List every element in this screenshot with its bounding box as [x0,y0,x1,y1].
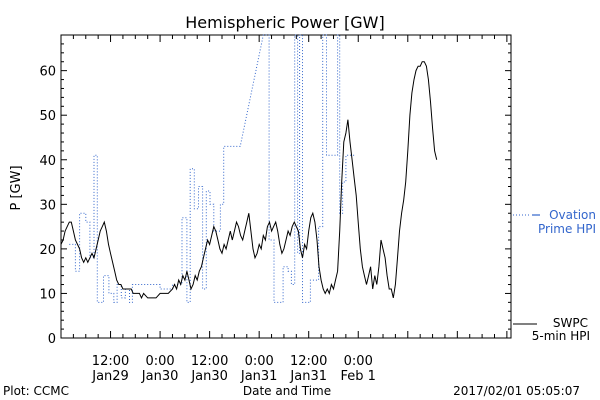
y-axis-ticks: 0 10 20 30 40 50 60 [39,34,511,347]
legend-ovation: Ovation Prime HPI [513,208,596,236]
y-tick-label: 30 [39,198,56,213]
y-tick-label: 20 [39,243,56,258]
x-tick-time-label: 0:00 [145,354,174,369]
legend-ovation-label-2: Prime HPI [538,222,596,236]
y-tick-label: 0 [48,332,56,347]
legend-swpc-label-2: 5-min HPI [532,329,590,343]
x-tick-time-label: 0:00 [245,354,274,369]
x-tick-time-label: 12:00 [290,354,327,369]
y-tick-label: 10 [39,287,56,302]
legend-ovation-label-1: Ovation [549,208,596,222]
x-tick-time-label: 12:00 [92,354,129,369]
x-tick-date-label: Jan30 [190,369,228,384]
y-tick-label: 50 [39,109,56,124]
chart-title: Hemispheric Power [GW] [185,13,384,32]
legend-swpc-label-1: SWPC [553,316,588,330]
x-axis-label: Date and Time [243,384,331,398]
footer-timestamp: 2017/02/01 05:05:07 [453,384,580,398]
x-tick-date-label: Feb 1 [341,369,376,384]
x-tick-time-label: 0:00 [344,354,373,369]
y-tick-label: 60 [39,65,56,80]
x-tick-date-label: Jan30 [141,369,179,384]
x-tick-date-label: Jan29 [91,369,129,384]
x-axis-ticks: 12:00Jan290:00Jan3012:00Jan300:00Jan3112… [60,35,508,384]
plot-frame [60,34,512,339]
x-tick-date-label: Jan31 [240,369,278,384]
series-layer [60,34,438,303]
legend-swpc: SWPC 5-min HPI [513,316,590,343]
x-tick-date-label: Jan31 [289,369,327,384]
x-tick-time-label: 12:00 [191,354,228,369]
y-axis-label: P [GW] [9,165,24,210]
y-tick-label: 40 [39,154,56,169]
ovation-series-line [69,34,355,303]
footer-plot-credit: Plot: CCMC [3,384,69,398]
swpc-series-line [60,61,438,300]
